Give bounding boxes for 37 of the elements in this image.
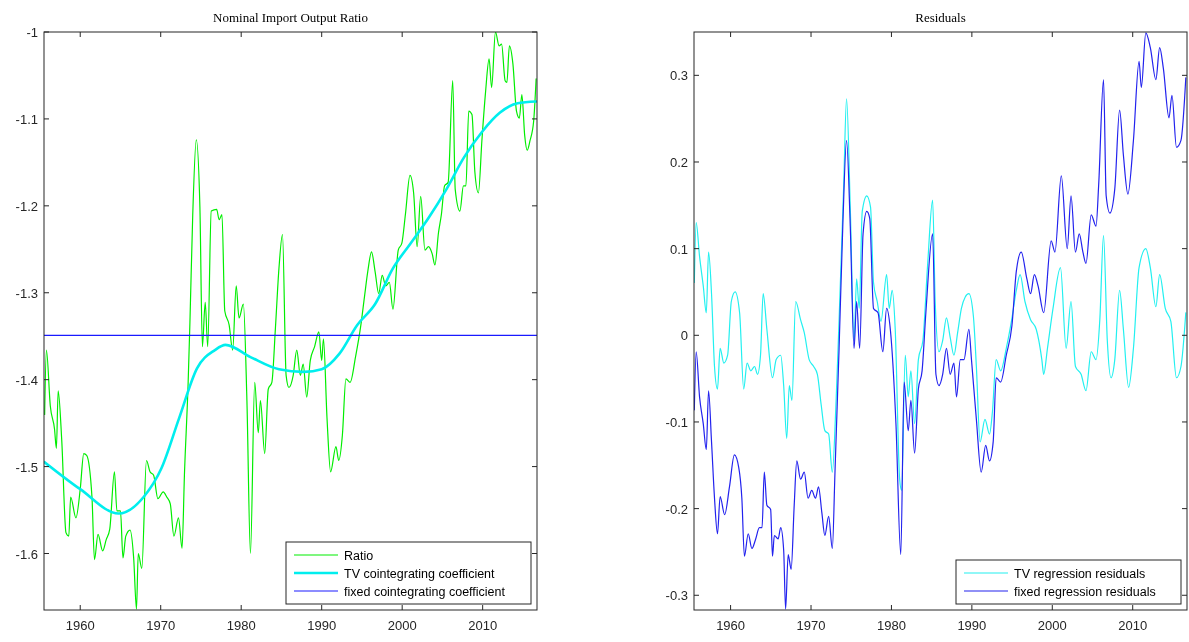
x-tick-label: 1970 <box>796 618 826 633</box>
line-series <box>44 32 537 610</box>
line-series <box>44 100 537 515</box>
y-tick-label: 0.2 <box>669 154 688 170</box>
chart-title: Nominal Import Output Ratio <box>213 10 368 25</box>
legend-label: TV regression residuals <box>1014 566 1146 581</box>
line-series <box>694 32 1187 610</box>
chart-title: Residuals <box>915 10 966 25</box>
y-tick-label: 0.3 <box>669 68 688 84</box>
legend-label: Ratio <box>344 548 374 563</box>
x-tick-label: 1960 <box>716 618 746 633</box>
x-tick-label: 1990 <box>957 618 987 633</box>
x-tick-label: 2010 <box>1118 618 1148 633</box>
y-tick-label: -0.3 <box>665 588 688 604</box>
y-tick-label: -1.1 <box>15 111 38 127</box>
x-tick-label: 1970 <box>146 618 176 633</box>
x-tick-label: 2000 <box>387 618 417 633</box>
y-tick-label: -1.5 <box>15 459 38 475</box>
y-tick-label: -0.2 <box>665 501 688 517</box>
x-tick-label: 1980 <box>226 618 256 633</box>
x-tick-label: 1990 <box>307 618 337 633</box>
y-tick-label: -1.4 <box>15 372 38 388</box>
y-tick-label: 0.1 <box>669 241 688 257</box>
legend-label: TV cointegrating coefficient <box>344 566 496 581</box>
x-tick-label: 1960 <box>65 618 95 633</box>
legend-label: fixed cointegrating coefficient <box>344 584 506 599</box>
y-tick-label: -1.6 <box>15 546 38 562</box>
y-tick-label: -1.3 <box>15 285 38 301</box>
y-tick-label: -1.2 <box>15 198 38 214</box>
y-tick-label: -1 <box>26 25 38 40</box>
x-tick-label: 2010 <box>468 618 498 633</box>
line-series <box>694 98 1187 492</box>
y-tick-label: 0 <box>680 328 688 344</box>
legend-label: fixed regression residuals <box>1014 584 1156 599</box>
x-tick-label: 1980 <box>876 618 906 633</box>
y-tick-label: -0.1 <box>665 414 688 430</box>
x-tick-label: 2000 <box>1037 618 1067 633</box>
